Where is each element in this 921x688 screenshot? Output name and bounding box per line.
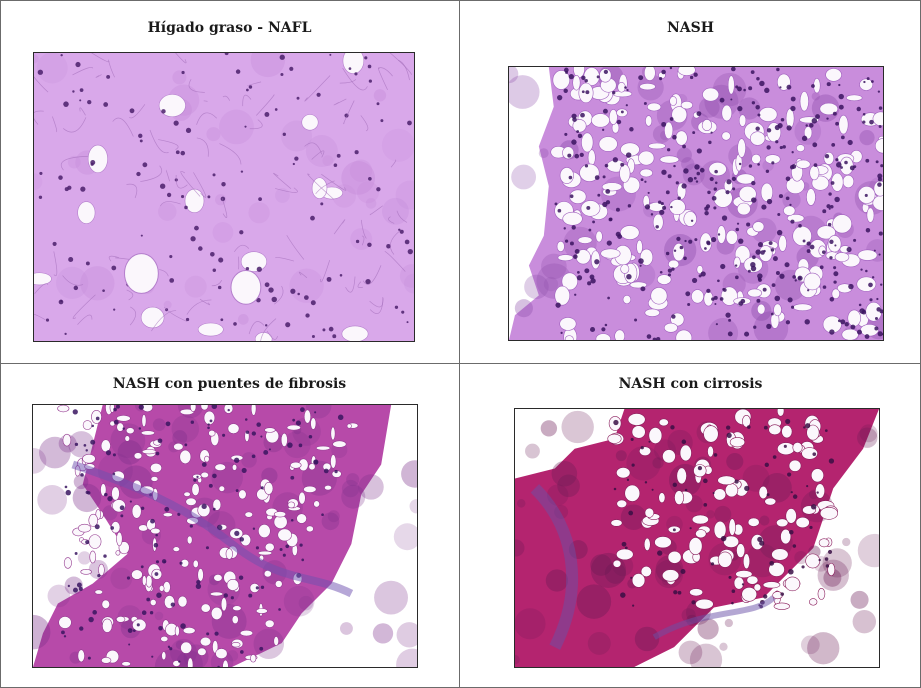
micrograph-nash	[508, 66, 884, 341]
panel-title-nash-cirrosis: NASH con cirrosis	[618, 376, 763, 392]
panel-title-nash-fibrosis: NASH con puentes de fibrosis	[112, 376, 347, 392]
vertical-divider	[459, 0, 460, 688]
micrograph-nash-fibrosis	[32, 404, 418, 668]
tissue-texture	[34, 53, 414, 341]
panel-title-nafl: Hígado graso - NAFL	[147, 20, 312, 36]
micrograph-nash-cirrosis	[514, 408, 880, 668]
horizontal-divider	[0, 363, 921, 364]
micrograph-nafl	[33, 52, 415, 342]
tissue-texture	[509, 67, 883, 340]
tissue-texture	[33, 405, 417, 667]
tissue-texture	[515, 409, 879, 667]
panel-title-nash: NASH	[667, 20, 714, 36]
